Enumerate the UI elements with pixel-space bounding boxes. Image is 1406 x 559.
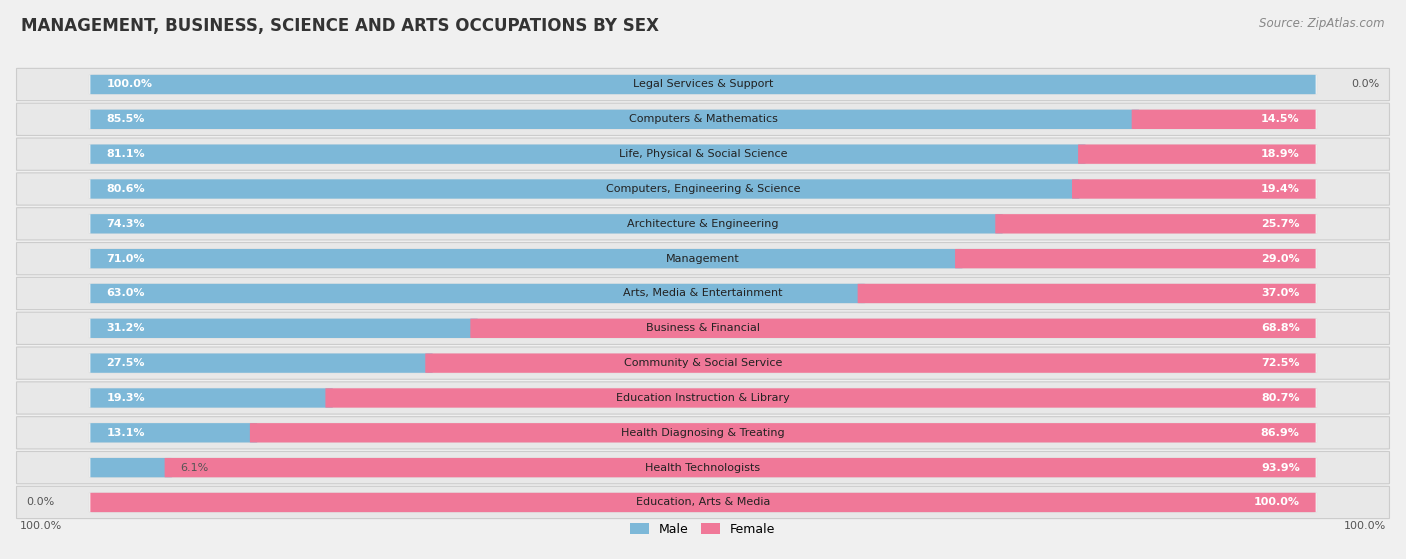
FancyBboxPatch shape <box>17 68 1389 101</box>
FancyBboxPatch shape <box>17 103 1389 135</box>
Text: 100.0%: 100.0% <box>1344 520 1386 530</box>
FancyBboxPatch shape <box>89 75 1317 94</box>
FancyBboxPatch shape <box>90 214 1002 234</box>
FancyBboxPatch shape <box>89 423 1317 443</box>
Text: Business & Financial: Business & Financial <box>645 323 761 333</box>
Text: Management: Management <box>666 254 740 264</box>
FancyBboxPatch shape <box>90 423 257 443</box>
FancyBboxPatch shape <box>1071 179 1316 198</box>
Text: 86.9%: 86.9% <box>1261 428 1299 438</box>
Text: Legal Services & Support: Legal Services & Support <box>633 79 773 89</box>
FancyBboxPatch shape <box>90 144 1085 164</box>
FancyBboxPatch shape <box>90 458 172 477</box>
FancyBboxPatch shape <box>17 138 1389 170</box>
FancyBboxPatch shape <box>17 173 1389 205</box>
Text: Education, Arts & Media: Education, Arts & Media <box>636 498 770 508</box>
FancyBboxPatch shape <box>90 110 1139 129</box>
FancyBboxPatch shape <box>17 416 1389 449</box>
FancyBboxPatch shape <box>17 347 1389 379</box>
FancyBboxPatch shape <box>90 75 1316 94</box>
Text: Life, Physical & Social Science: Life, Physical & Social Science <box>619 149 787 159</box>
Text: 6.1%: 6.1% <box>180 463 209 472</box>
FancyBboxPatch shape <box>90 179 1080 198</box>
Text: MANAGEMENT, BUSINESS, SCIENCE AND ARTS OCCUPATIONS BY SEX: MANAGEMENT, BUSINESS, SCIENCE AND ARTS O… <box>21 17 659 35</box>
FancyBboxPatch shape <box>90 249 963 268</box>
FancyBboxPatch shape <box>955 249 1316 268</box>
Text: 0.0%: 0.0% <box>27 498 55 508</box>
Text: 18.9%: 18.9% <box>1261 149 1299 159</box>
FancyBboxPatch shape <box>90 284 865 303</box>
FancyBboxPatch shape <box>90 389 333 408</box>
Text: 63.0%: 63.0% <box>107 288 145 299</box>
Text: 85.5%: 85.5% <box>107 115 145 124</box>
FancyBboxPatch shape <box>90 319 478 338</box>
FancyBboxPatch shape <box>17 486 1389 519</box>
FancyBboxPatch shape <box>90 493 1316 512</box>
FancyBboxPatch shape <box>995 214 1316 234</box>
Text: 14.5%: 14.5% <box>1261 115 1299 124</box>
FancyBboxPatch shape <box>89 214 1317 234</box>
Text: 80.6%: 80.6% <box>107 184 145 194</box>
Text: 74.3%: 74.3% <box>107 219 145 229</box>
FancyBboxPatch shape <box>89 389 1317 408</box>
FancyBboxPatch shape <box>89 319 1317 338</box>
Text: 81.1%: 81.1% <box>107 149 145 159</box>
Text: 68.8%: 68.8% <box>1261 323 1299 333</box>
Text: 29.0%: 29.0% <box>1261 254 1299 264</box>
Text: Health Technologists: Health Technologists <box>645 463 761 472</box>
FancyBboxPatch shape <box>17 382 1389 414</box>
Text: Computers & Mathematics: Computers & Mathematics <box>628 115 778 124</box>
Text: 100.0%: 100.0% <box>20 520 62 530</box>
FancyBboxPatch shape <box>17 312 1389 344</box>
FancyBboxPatch shape <box>89 144 1317 164</box>
Text: 19.3%: 19.3% <box>107 393 145 403</box>
FancyBboxPatch shape <box>1132 110 1316 129</box>
FancyBboxPatch shape <box>325 389 1316 408</box>
FancyBboxPatch shape <box>165 458 1316 477</box>
FancyBboxPatch shape <box>471 319 1316 338</box>
FancyBboxPatch shape <box>17 452 1389 484</box>
Text: 25.7%: 25.7% <box>1261 219 1299 229</box>
Text: 93.9%: 93.9% <box>1261 463 1299 472</box>
FancyBboxPatch shape <box>90 353 433 373</box>
Text: 13.1%: 13.1% <box>107 428 145 438</box>
FancyBboxPatch shape <box>17 208 1389 240</box>
FancyBboxPatch shape <box>89 284 1317 303</box>
Text: Architecture & Engineering: Architecture & Engineering <box>627 219 779 229</box>
Text: Source: ZipAtlas.com: Source: ZipAtlas.com <box>1260 17 1385 30</box>
Text: 0.0%: 0.0% <box>1351 79 1379 89</box>
Text: Community & Social Service: Community & Social Service <box>624 358 782 368</box>
FancyBboxPatch shape <box>17 277 1389 310</box>
Text: 37.0%: 37.0% <box>1261 288 1299 299</box>
FancyBboxPatch shape <box>89 110 1317 129</box>
FancyBboxPatch shape <box>89 353 1317 373</box>
FancyBboxPatch shape <box>858 284 1316 303</box>
Text: 71.0%: 71.0% <box>107 254 145 264</box>
FancyBboxPatch shape <box>425 353 1316 373</box>
Text: 80.7%: 80.7% <box>1261 393 1299 403</box>
Text: Computers, Engineering & Science: Computers, Engineering & Science <box>606 184 800 194</box>
Text: Education Instruction & Library: Education Instruction & Library <box>616 393 790 403</box>
FancyBboxPatch shape <box>89 492 1317 512</box>
FancyBboxPatch shape <box>89 458 1317 477</box>
Text: 31.2%: 31.2% <box>107 323 145 333</box>
FancyBboxPatch shape <box>89 179 1317 198</box>
Text: 100.0%: 100.0% <box>107 79 152 89</box>
Text: 27.5%: 27.5% <box>107 358 145 368</box>
Legend: Male, Female: Male, Female <box>626 518 780 541</box>
Text: 72.5%: 72.5% <box>1261 358 1299 368</box>
FancyBboxPatch shape <box>250 423 1316 443</box>
Text: 100.0%: 100.0% <box>1254 498 1299 508</box>
FancyBboxPatch shape <box>1078 144 1316 164</box>
Text: Arts, Media & Entertainment: Arts, Media & Entertainment <box>623 288 783 299</box>
Text: Health Diagnosing & Treating: Health Diagnosing & Treating <box>621 428 785 438</box>
FancyBboxPatch shape <box>17 243 1389 275</box>
Text: 19.4%: 19.4% <box>1261 184 1299 194</box>
FancyBboxPatch shape <box>89 249 1317 268</box>
